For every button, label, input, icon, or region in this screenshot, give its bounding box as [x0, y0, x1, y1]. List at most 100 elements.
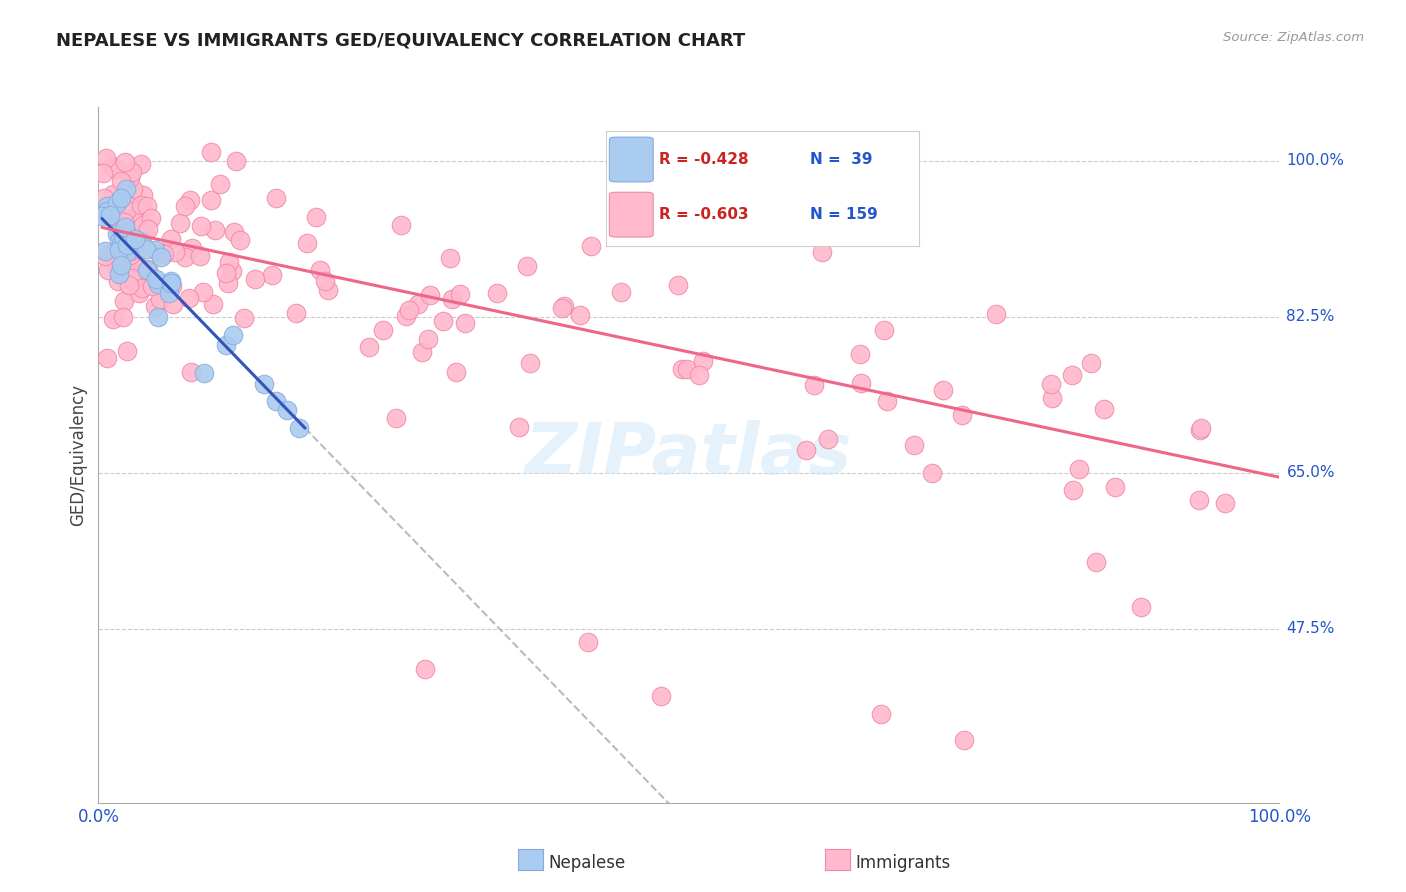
Point: [108, 234, 131, 248]
Point: [609, 285, 631, 299]
Point: [91, 209, 114, 223]
Point: [1129, 599, 1152, 614]
Point: [177, 291, 200, 305]
Point: [129, 198, 152, 212]
Point: [551, 301, 574, 315]
Point: [314, 273, 336, 287]
Point: [416, 332, 439, 346]
Point: [389, 218, 412, 232]
Point: [276, 403, 298, 417]
Point: [112, 294, 135, 309]
Text: NEPALESE VS IMMIGRANTS GED/EQUIVALENCY CORRELATION CHART: NEPALESE VS IMMIGRANTS GED/EQUIVALENCY C…: [56, 31, 745, 49]
Point: [803, 378, 825, 392]
Point: [986, 308, 1008, 322]
Text: Immigrants: Immigrants: [855, 854, 950, 871]
Point: [165, 245, 187, 260]
Text: N =  39: N = 39: [810, 152, 872, 167]
Point: [108, 224, 131, 238]
Point: [225, 153, 247, 168]
Point: [921, 466, 943, 480]
Point: [316, 283, 339, 297]
Text: 47.5%: 47.5%: [1286, 622, 1334, 636]
Point: [120, 248, 142, 262]
Point: [101, 312, 124, 326]
Point: [515, 259, 537, 273]
Point: [93, 191, 115, 205]
Point: [576, 635, 599, 649]
Point: [120, 244, 142, 258]
Point: [153, 247, 176, 261]
Text: N = 159: N = 159: [810, 207, 877, 221]
Point: [1060, 368, 1083, 382]
Point: [179, 193, 201, 207]
Point: [141, 279, 163, 293]
Point: [98, 209, 121, 223]
Point: [94, 249, 117, 263]
Point: [143, 243, 166, 257]
Point: [110, 236, 132, 251]
Point: [1215, 495, 1237, 509]
Point: [132, 218, 155, 232]
Point: [1040, 391, 1063, 405]
Point: [485, 285, 508, 300]
Point: [129, 157, 152, 171]
Point: [1062, 483, 1084, 498]
Point: [118, 278, 141, 293]
Point: [110, 174, 132, 188]
Point: [173, 198, 195, 212]
Point: [114, 212, 136, 227]
Point: [676, 361, 699, 376]
Point: [932, 383, 955, 397]
Point: [121, 165, 143, 179]
Point: [193, 366, 215, 380]
Point: [215, 338, 238, 352]
Point: [101, 159, 124, 173]
Point: [121, 270, 143, 285]
Text: Source: ZipAtlas.com: Source: ZipAtlas.com: [1223, 31, 1364, 45]
Point: [357, 341, 380, 355]
Point: [132, 188, 155, 202]
Point: [413, 662, 436, 676]
Point: [553, 299, 575, 313]
Point: [849, 376, 872, 391]
Point: [569, 308, 592, 322]
Point: [950, 408, 973, 422]
Point: [143, 299, 166, 313]
Point: [419, 288, 441, 302]
Point: [131, 236, 153, 251]
Point: [94, 151, 117, 165]
Point: [218, 255, 240, 269]
Point: [215, 267, 238, 281]
Y-axis label: GED/Equivalency: GED/Equivalency: [69, 384, 87, 526]
Point: [1104, 480, 1126, 494]
Point: [128, 241, 150, 255]
Point: [132, 225, 155, 239]
Point: [264, 394, 287, 409]
Point: [190, 219, 212, 233]
Point: [288, 421, 311, 435]
Point: [132, 269, 155, 284]
Point: [112, 310, 135, 325]
Point: [688, 368, 710, 383]
Point: [1189, 423, 1212, 437]
Point: [115, 241, 138, 255]
Point: [114, 154, 136, 169]
Point: [117, 202, 139, 217]
Point: [150, 285, 173, 300]
Point: [264, 191, 287, 205]
Point: [666, 277, 689, 292]
Point: [160, 278, 183, 293]
Point: [200, 145, 222, 159]
Point: [295, 235, 318, 250]
Point: [222, 328, 245, 343]
Point: [204, 223, 226, 237]
Point: [581, 238, 603, 252]
Point: [127, 235, 149, 249]
Point: [115, 245, 138, 260]
Point: [108, 243, 131, 257]
Point: [136, 198, 159, 212]
Point: [193, 285, 215, 299]
Point: [112, 214, 135, 228]
Point: [120, 171, 142, 186]
Point: [125, 256, 148, 270]
